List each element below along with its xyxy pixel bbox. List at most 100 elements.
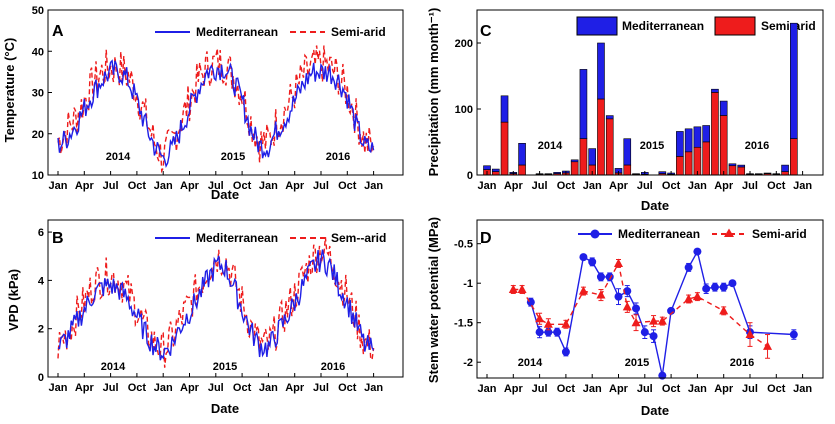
y-tick-label: -0.5 (454, 239, 473, 251)
x-tick-label: Apr (285, 180, 305, 192)
bar-mediterranean (781, 164, 789, 173)
bar-mediterranean (605, 115, 614, 120)
panel-letter-d: D (480, 230, 492, 247)
marker-mediterranean (719, 283, 728, 292)
ylabel-b: VPD (kPa) (6, 269, 21, 331)
x-tick-label: Oct (557, 383, 576, 395)
y-tick-label: 50 (32, 5, 44, 17)
series-line-mediterranean (57, 249, 375, 361)
x-tick-label: Jul (637, 180, 653, 192)
x-tick-label: Oct (338, 180, 357, 192)
x-tick-label: Oct (662, 383, 681, 395)
plot-frame (47, 219, 404, 378)
marker-mediterranean (632, 304, 641, 313)
x-tick-label: Jan (259, 382, 278, 394)
y-tick-label: 100 (455, 104, 473, 116)
marker-semiarid (517, 284, 527, 294)
marker-mediterranean (789, 330, 798, 339)
y-tick-label: 40 (32, 46, 44, 58)
legend-label-semiarid-a: Semi-arid (331, 25, 386, 39)
ylabel-c: Precipitation (mm month⁻¹) (426, 8, 441, 177)
marker-semiarid (508, 284, 518, 294)
bar-mediterranean (579, 69, 588, 140)
series-line-mediterranean (57, 59, 375, 168)
x-tick-label: Oct (233, 180, 252, 192)
x-tick-label: Jul (313, 382, 329, 394)
marker-mediterranean (579, 253, 588, 262)
x-tick-label: Jan (154, 180, 173, 192)
bar-mediterranean (790, 22, 798, 140)
bar-semiarid (728, 165, 737, 176)
bar-semiarid (684, 151, 693, 176)
legend-label-mediterranean-c: Mediterranean (622, 19, 704, 33)
x-tick-label: Oct (128, 382, 147, 394)
bar-semiarid (676, 156, 684, 176)
x-tick-label: Jan (793, 383, 812, 395)
marker-mediterranean (605, 272, 614, 281)
bar-semiarid (737, 166, 746, 176)
x-tick-label: Jan (478, 383, 497, 395)
marker-mediterranean (684, 263, 693, 272)
x-tick-label: Jul (103, 180, 119, 192)
bar-semiarid (623, 164, 632, 176)
ylabel-a: Temperature (°C) (2, 38, 17, 143)
legend-marker-mediterranean-d (590, 229, 600, 239)
marker-semiarid (719, 305, 729, 315)
x-tick-label: Jan (364, 180, 383, 192)
year-label-d-2015: 2015 (625, 357, 649, 369)
x-tick-label: Apr (75, 180, 95, 192)
x-tick-label: Jan (793, 180, 812, 192)
panel-c-plot: Jan Apr Jul Oct Jan Apr Jul Oct Jan Apr Jul Oct Jan 0… (455, 9, 824, 192)
x-tick-label: Jul (208, 180, 224, 192)
x-tick-label: Jul (103, 382, 119, 394)
bar-mediterranean (491, 168, 500, 172)
legend-label-semiarid-c: Semi-arid (761, 19, 816, 33)
bar-mediterranean (518, 143, 526, 166)
bar-mediterranean (702, 125, 710, 143)
marker-mediterranean (702, 284, 711, 293)
x-tick-label: Jan (478, 180, 497, 192)
x-tick-label: Jul (313, 180, 329, 192)
x-tick-label: Oct (767, 180, 786, 192)
y-tick-label: -1 (463, 278, 473, 290)
marker-semiarid (763, 341, 773, 350)
bar-semiarid (570, 161, 579, 176)
marker-mediterranean (728, 279, 737, 288)
marker-semiarid (535, 313, 545, 323)
marker-semiarid (596, 290, 606, 299)
legend-label-mediterranean-a: Mediterranean (196, 25, 278, 39)
bar-mediterranean (597, 42, 605, 100)
year-label-a-2015: 2015 (221, 151, 245, 163)
x-tick-label: Jul (742, 383, 758, 395)
marker-mediterranean (561, 347, 570, 356)
legend-label-semiarid-d: Semi-arid (752, 227, 807, 241)
xlabel-c: Date (641, 198, 669, 213)
x-tick-label: Jan (49, 180, 68, 192)
x-tick-label: Jul (742, 180, 758, 192)
legend-label-mediterranean-b: Mediterranean (196, 231, 278, 245)
xlabel-a: Date (211, 187, 239, 202)
marker-mediterranean (623, 287, 632, 296)
x-tick-label: Apr (714, 180, 734, 192)
y-tick-label: -2 (463, 357, 473, 369)
marker-mediterranean (553, 328, 562, 337)
panel-b-plot: Jan Apr Jul Oct Jan Apr Jul Oct Jan Apr Jul Oct Jan 0… (38, 219, 404, 394)
year-label-a-2016: 2016 (326, 151, 350, 163)
x-tick-label: Oct (557, 180, 576, 192)
legend-marker-semiarid-d (724, 228, 734, 237)
bar-semiarid (693, 146, 702, 176)
x-tick-label: Jan (688, 180, 707, 192)
panel-d-plot: Jan Apr Jul Oct Jan Apr Jul Oct Jan Apr Jul Oct Jan -… (454, 219, 824, 395)
x-tick-label: Jan (364, 382, 383, 394)
panel-a-plot: Jan Apr Jul Oct Jan Apr Jul Oct Jan Apr Jul Oct Jan 1… (32, 5, 404, 192)
bar-semiarid (605, 118, 614, 176)
bar-mediterranean (684, 128, 693, 153)
y-tick-label: 200 (455, 38, 473, 50)
bar-semiarid (579, 138, 588, 176)
x-tick-label: Jul (208, 382, 224, 394)
bar-semiarid (702, 141, 710, 176)
y-tick-label: 0 (38, 372, 44, 384)
plot-frame (476, 219, 824, 379)
bar-semiarid (711, 92, 719, 176)
bar-semiarid (719, 115, 728, 176)
